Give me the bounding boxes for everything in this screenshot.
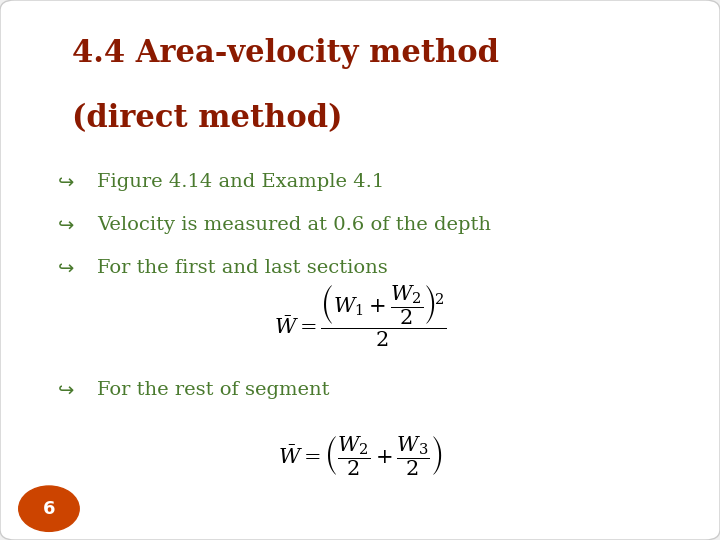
Text: For the rest of segment: For the rest of segment (97, 381, 330, 399)
Text: Figure 4.14 and Example 4.1: Figure 4.14 and Example 4.1 (97, 173, 384, 191)
Text: 6: 6 (42, 500, 55, 518)
Text: (direct method): (direct method) (72, 103, 343, 133)
Text: $\bar{W} = \left(\dfrac{W_2}{2} + \dfrac{W_3}{2}\right)$: $\bar{W} = \left(\dfrac{W_2}{2} + \dfrac… (278, 434, 442, 478)
Text: $\bar{W} = \dfrac{\left(W_1 + \dfrac{W_2}{2}\right)^{\!2}}{2}$: $\bar{W} = \dfrac{\left(W_1 + \dfrac{W_2… (274, 284, 446, 348)
Text: For the first and last sections: For the first and last sections (97, 259, 388, 277)
Text: 4.4 Area-velocity method: 4.4 Area-velocity method (72, 38, 499, 69)
Text: ↪: ↪ (58, 173, 74, 192)
Text: ↪: ↪ (58, 381, 74, 400)
Text: ↪: ↪ (58, 259, 74, 278)
Text: ↪: ↪ (58, 216, 74, 235)
Circle shape (19, 486, 79, 531)
Text: Velocity is measured at 0.6 of the depth: Velocity is measured at 0.6 of the depth (97, 216, 491, 234)
